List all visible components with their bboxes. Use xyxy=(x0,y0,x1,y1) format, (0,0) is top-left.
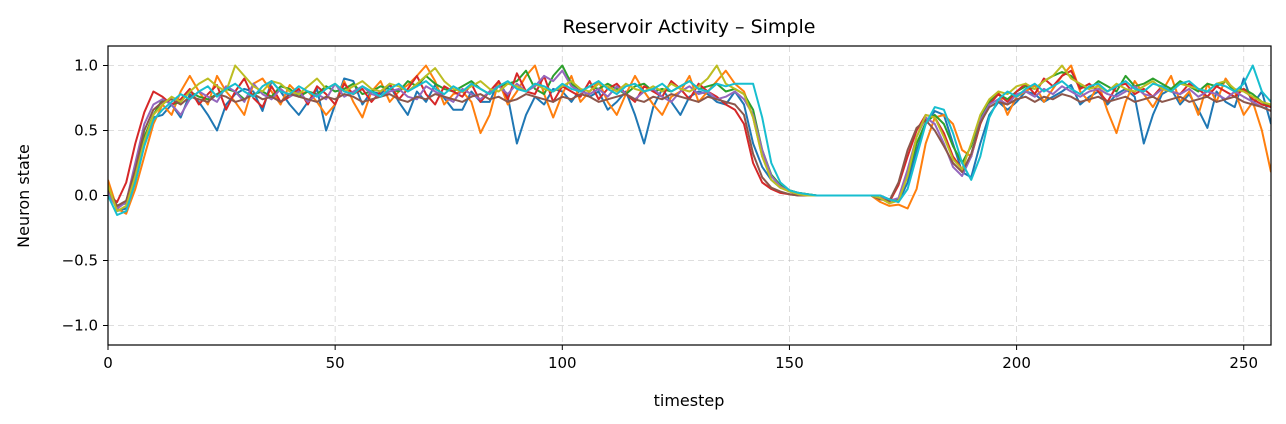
y-tick-label: 1.0 xyxy=(74,57,98,75)
y-tick-label: −1.0 xyxy=(62,317,98,335)
series-line-8 xyxy=(108,64,1271,216)
series-line-5 xyxy=(108,69,1271,210)
y-tick-label: 0.0 xyxy=(74,187,98,205)
grid xyxy=(107,46,1271,345)
series-line-1 xyxy=(108,77,1271,213)
x-tick-label: 50 xyxy=(326,354,345,372)
x-axis-label: timestep xyxy=(654,391,725,410)
x-tick-label: 150 xyxy=(775,354,804,372)
y-axis-label: Neuron state xyxy=(14,144,33,248)
series-line-6 xyxy=(108,93,1271,207)
x-tick-label: 250 xyxy=(1229,354,1258,372)
plot-frame xyxy=(107,45,1272,346)
chart-title: Reservoir Activity – Simple xyxy=(563,16,816,38)
series-layer xyxy=(108,64,1271,216)
y-tick-label: 0.5 xyxy=(74,122,98,140)
axes: 0 50 100 150 200 250 −1.0 −0.5 0.0 0.5 1.0 xyxy=(62,57,1259,373)
x-tick-label: 100 xyxy=(548,354,577,372)
x-tick-label: 0 xyxy=(103,354,113,372)
series-line-7 xyxy=(108,64,1271,213)
x-tick-label: 200 xyxy=(1002,354,1031,372)
y-tick-label: −0.5 xyxy=(62,252,98,270)
